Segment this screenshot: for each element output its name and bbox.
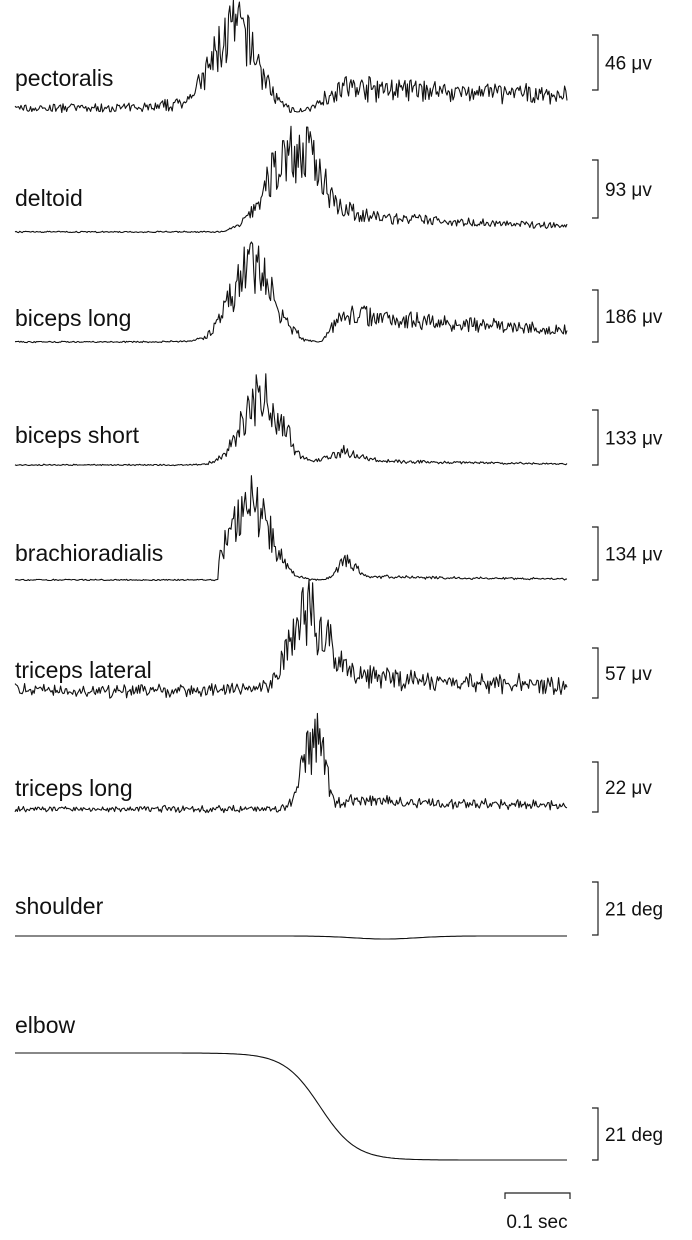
trace-label: triceps lateral bbox=[15, 657, 152, 683]
scale-label: 133 μv bbox=[605, 429, 663, 450]
scale-bracket bbox=[592, 761, 599, 813]
scale-bracket bbox=[592, 881, 599, 936]
scale-label: 46 μv bbox=[605, 54, 652, 75]
scale-label: 57 μv bbox=[605, 664, 652, 685]
time-scale-label: 0.1 sec bbox=[506, 1212, 567, 1233]
trace bbox=[14, 241, 568, 344]
scale-bracket bbox=[592, 409, 599, 466]
trace-label: deltoid bbox=[15, 185, 83, 211]
trace-label: triceps long bbox=[15, 775, 133, 801]
trace bbox=[14, 475, 568, 582]
trace bbox=[14, 373, 568, 467]
trace bbox=[15, 935, 567, 940]
scale-bracket bbox=[592, 647, 599, 699]
trace-label: pectoralis bbox=[15, 65, 113, 91]
trace-label: brachioradialis bbox=[15, 540, 163, 566]
scale-label: 93 μv bbox=[605, 180, 652, 201]
trace bbox=[15, 1052, 567, 1161]
time-scale-bar bbox=[504, 1192, 571, 1199]
scale-label: 22 μv bbox=[605, 778, 652, 799]
trace bbox=[14, 579, 568, 699]
scale-bracket bbox=[592, 34, 599, 91]
scale-bracket bbox=[592, 526, 599, 581]
trace-label: elbow bbox=[15, 1012, 75, 1038]
scale-bracket bbox=[592, 1107, 599, 1161]
trace-label: biceps long bbox=[15, 305, 131, 331]
trace bbox=[14, 712, 568, 814]
scale-label: 21 deg bbox=[605, 900, 663, 921]
scale-label: 21 deg bbox=[605, 1125, 663, 1146]
trace-label: biceps short bbox=[15, 422, 140, 448]
scale-label: 186 μv bbox=[605, 307, 663, 328]
scale-bracket bbox=[592, 159, 599, 219]
scale-label: 134 μv bbox=[605, 545, 663, 566]
trace bbox=[14, 0, 568, 114]
scale-bracket bbox=[592, 289, 599, 343]
trace bbox=[14, 125, 568, 234]
trace-label: shoulder bbox=[15, 893, 104, 919]
